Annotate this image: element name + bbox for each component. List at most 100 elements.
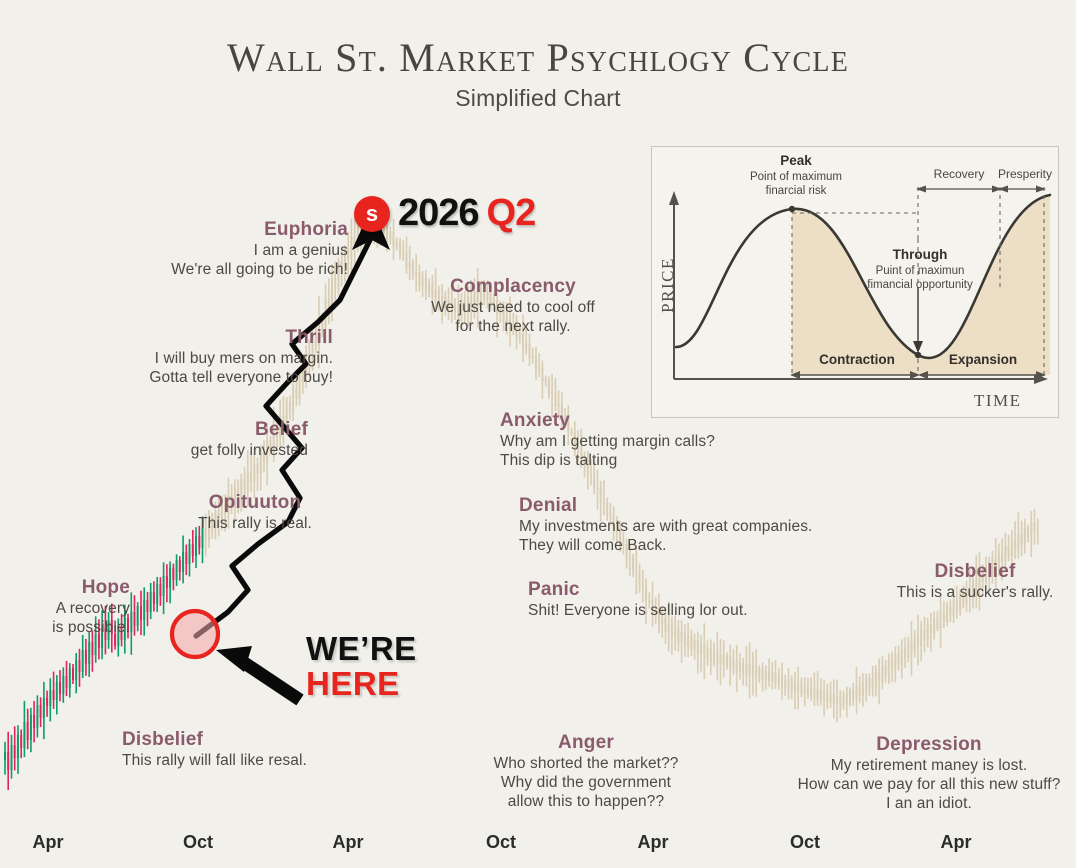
candle [878, 672, 881, 682]
x-axis-tick: Oct [485, 832, 517, 852]
candle [816, 671, 819, 706]
candle [651, 600, 654, 614]
page-subtitle: Simplified Chart [455, 85, 621, 111]
candle [554, 392, 557, 406]
candle [175, 560, 178, 580]
candle [616, 516, 618, 542]
candle [272, 428, 275, 450]
candle [152, 592, 155, 604]
candle [713, 652, 715, 662]
candle [208, 520, 210, 540]
candle [1023, 528, 1026, 544]
annotation-thrill: Thrill I will buy mers on margin. Gotta … [138, 326, 333, 388]
candle [693, 640, 696, 650]
candle [140, 606, 142, 620]
candle [386, 226, 388, 240]
candle [421, 278, 424, 286]
candle [991, 558, 994, 576]
candle [680, 632, 683, 642]
annotation-body: This rally is real. [198, 515, 312, 533]
candle [220, 504, 223, 522]
candle [732, 660, 735, 668]
candle [839, 696, 842, 706]
candle [211, 520, 214, 530]
candle [515, 324, 518, 338]
candle [13, 745, 16, 758]
candle [570, 432, 573, 434]
candle [758, 668, 761, 678]
candle [722, 654, 725, 666]
candle [331, 278, 333, 308]
candle [298, 372, 301, 398]
candle [538, 353, 540, 377]
candle [120, 626, 123, 640]
candle [65, 676, 68, 688]
candle [777, 676, 780, 684]
candle [107, 620, 110, 640]
candle [658, 610, 660, 624]
candle [473, 292, 476, 308]
x-axis-tick: Oct [182, 832, 214, 852]
candle [593, 474, 596, 488]
candle [619, 530, 622, 544]
candle [564, 408, 566, 424]
candle [130, 612, 133, 632]
candle [551, 392, 554, 394]
candle [560, 404, 563, 418]
candle [457, 304, 460, 316]
x-axis-tick: Apr [332, 832, 364, 852]
candle [123, 618, 126, 640]
candle [965, 588, 968, 604]
candle [709, 648, 712, 662]
candle [59, 682, 61, 694]
candle [609, 502, 612, 524]
candle [784, 680, 787, 688]
candle [33, 715, 36, 728]
candle [94, 634, 97, 655]
candle [505, 316, 508, 322]
candle [256, 464, 259, 474]
candle [46, 698, 49, 706]
candle [538, 368, 541, 370]
candle [887, 660, 890, 676]
candle [855, 686, 858, 700]
candle [78, 660, 81, 672]
candle [227, 496, 230, 514]
candle [88, 642, 91, 664]
candle [101, 628, 104, 648]
candle [994, 558, 997, 568]
candle [959, 594, 962, 610]
candle [703, 644, 706, 658]
candle [897, 654, 900, 664]
candle [81, 650, 84, 672]
candle [586, 460, 589, 474]
candle [149, 592, 152, 612]
candle [661, 618, 664, 624]
candle [829, 694, 832, 702]
candlestick-series [4, 196, 1039, 790]
inset-x-axis-label: TIME [974, 391, 1022, 410]
inset-trough-heading: Through [892, 247, 948, 262]
candle [159, 584, 162, 596]
candle [133, 612, 136, 626]
annotation-heading: Panic [528, 579, 580, 600]
candle [182, 552, 185, 572]
x-axis-tick: Oct [789, 832, 821, 852]
candle [742, 662, 745, 674]
annotation-body: We just need to cool off for the next ra… [431, 299, 595, 336]
annotation-body: I will buy mers on margin. Gotta tell ev… [149, 350, 333, 387]
annotation-heading: Denial [519, 495, 578, 516]
candle [551, 373, 553, 418]
candle [525, 344, 528, 348]
candle [907, 642, 910, 658]
candle [645, 578, 647, 624]
candle [751, 666, 754, 676]
inset-y-axis-label: PRICE [657, 257, 677, 313]
annotation-heading: Euphoria [264, 219, 348, 240]
candle [288, 402, 291, 412]
candle [266, 440, 269, 462]
candle [1030, 522, 1033, 538]
candle [771, 672, 774, 682]
candle [632, 558, 635, 572]
candle [169, 568, 172, 588]
